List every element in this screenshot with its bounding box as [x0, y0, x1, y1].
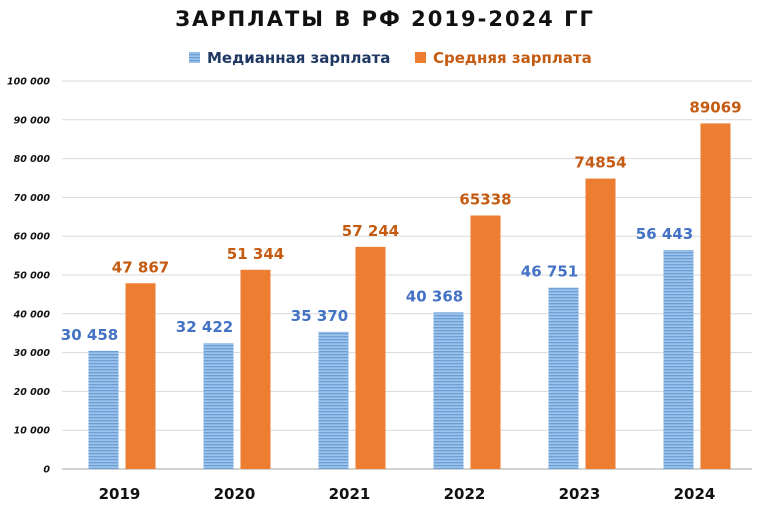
- data-label-median: 46 751: [521, 263, 578, 281]
- bar-median: [203, 343, 234, 469]
- legend-label-median: Медианная зарплата: [207, 49, 390, 67]
- data-label-average: 47 867: [112, 258, 169, 276]
- legend-label-average: Средняя зарплата: [433, 49, 592, 67]
- bar-average: [355, 246, 386, 469]
- legend: Медианная зарплата Средняя зарплата: [189, 49, 592, 67]
- data-label-average: 89069: [689, 98, 741, 116]
- data-label-average: 57 244: [342, 222, 399, 240]
- y-tick-label: 50 000: [14, 271, 51, 282]
- y-tick-label: 70 000: [14, 193, 51, 204]
- x-axis: 2019 2020 2021 2022 2023 2024: [99, 485, 716, 503]
- bar-median: [318, 331, 349, 469]
- bar-median: [548, 287, 579, 469]
- y-tick-label: 60 000: [14, 232, 51, 243]
- bar-average: [125, 283, 156, 469]
- legend-swatch-average: [415, 52, 426, 63]
- x-tick-label: 2022: [444, 485, 486, 503]
- y-tick-label: 40 000: [13, 309, 51, 320]
- y-axis: 0 10 000 20 000 30 000 40 000 50 000 60 000 70 …: [7, 77, 50, 476]
- data-label-average: 65338: [459, 190, 511, 208]
- y-tick-label: 20 000: [14, 387, 51, 398]
- legend-swatch-median: [189, 52, 200, 63]
- x-tick-label: 2019: [99, 485, 141, 503]
- gridlines: [62, 80, 752, 470]
- y-tick-label: 90 000: [14, 115, 51, 126]
- bar-average: [700, 123, 731, 469]
- y-tick-label: 80 000: [14, 154, 51, 165]
- bar-average: [470, 215, 501, 469]
- y-tick-label: 100 000: [7, 77, 50, 88]
- data-label-median: 40 368: [406, 287, 463, 305]
- bar-median: [88, 350, 119, 469]
- data-label-median: 32 422: [176, 318, 233, 336]
- data-label-median: 56 443: [636, 225, 693, 243]
- x-tick-label: 2024: [674, 485, 716, 503]
- chart-title: ЗАРПЛАТЫ В РФ 2019-2024 ГГ: [175, 7, 595, 31]
- bar-average: [240, 269, 271, 469]
- x-tick-label: 2021: [329, 485, 371, 503]
- data-label-median: 30 458: [61, 326, 118, 344]
- x-tick-label: 2020: [214, 485, 256, 503]
- bar-average: [585, 178, 616, 470]
- data-label-median: 35 370: [291, 307, 348, 325]
- bars: [88, 123, 731, 470]
- y-tick-label: 10 000: [14, 426, 51, 437]
- bar-median: [433, 312, 464, 469]
- data-label-average: 51 344: [227, 245, 284, 263]
- x-tick-label: 2023: [559, 485, 601, 503]
- bar-median: [663, 250, 694, 469]
- y-tick-label: 0: [43, 465, 50, 476]
- y-tick-label: 30 000: [14, 348, 51, 359]
- data-label-average: 74854: [574, 154, 626, 172]
- data-labels: 30 458 47 867 32 422 51 344 35 370 57 244 40 3…: [61, 98, 742, 343]
